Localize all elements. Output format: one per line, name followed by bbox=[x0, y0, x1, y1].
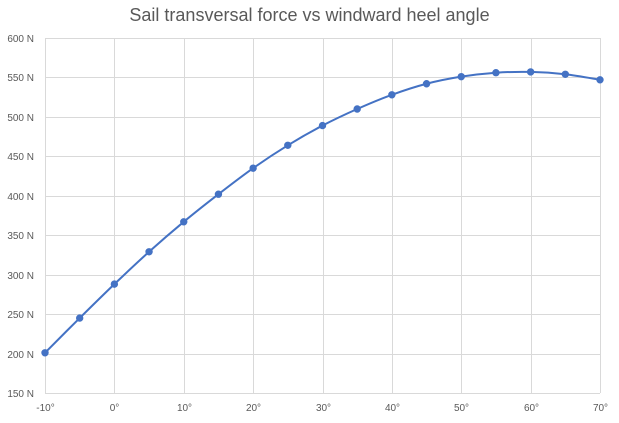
x-tick-label: 70° bbox=[593, 403, 608, 414]
data-point bbox=[41, 349, 49, 357]
x-tick-label: 60° bbox=[524, 403, 539, 414]
series-line bbox=[44, 70, 601, 354]
x-tick-label: 10° bbox=[177, 403, 192, 414]
data-point bbox=[388, 91, 396, 99]
x-tick-label: 50° bbox=[454, 403, 469, 414]
x-tick-label: 40° bbox=[385, 403, 400, 414]
y-tick-label: 350 N bbox=[7, 231, 34, 242]
data-point bbox=[75, 314, 84, 322]
data-point bbox=[249, 164, 257, 172]
y-tick-label: 150 N bbox=[7, 389, 34, 400]
chart-title: Sail transversal force vs windward heel … bbox=[129, 5, 490, 25]
data-point bbox=[110, 280, 119, 288]
x-tick-label: 30° bbox=[316, 403, 331, 414]
data-point bbox=[180, 218, 188, 226]
data-point bbox=[457, 72, 465, 81]
y-tick-label: 500 N bbox=[7, 113, 34, 124]
x-gridlines bbox=[45, 38, 601, 393]
data-point bbox=[318, 121, 327, 130]
data-point bbox=[145, 248, 153, 256]
y-tick-label: 300 N bbox=[7, 271, 34, 282]
y-tick-label: 450 N bbox=[7, 152, 34, 163]
series-points bbox=[41, 68, 604, 357]
data-point bbox=[422, 80, 431, 88]
x-axis-labels: -10° 0° 10° 20° 30° 40° 50° 60° 70° bbox=[36, 403, 608, 414]
data-point bbox=[492, 69, 500, 77]
y-tick-label: 250 N bbox=[7, 310, 34, 321]
x-tick-label: 0° bbox=[110, 403, 120, 414]
series-lines bbox=[44, 70, 601, 354]
y-axis-labels: 150 N 200 N 250 N 300 N 350 N 400 N 450 N 500 N… bbox=[7, 34, 34, 400]
x-tick-label: -10° bbox=[36, 403, 54, 414]
data-point bbox=[561, 70, 570, 78]
y-tick-label: 550 N bbox=[7, 73, 34, 84]
y-gridlines bbox=[45, 38, 600, 394]
y-tick-label: 600 N bbox=[7, 34, 34, 45]
y-tick-label: 400 N bbox=[7, 192, 34, 203]
data-point bbox=[284, 141, 292, 149]
data-point bbox=[526, 68, 535, 76]
data-point bbox=[596, 76, 604, 84]
x-tick-label: 20° bbox=[246, 403, 261, 414]
data-point bbox=[214, 190, 223, 198]
y-tick-label: 200 N bbox=[7, 350, 34, 361]
data-point bbox=[353, 105, 361, 113]
